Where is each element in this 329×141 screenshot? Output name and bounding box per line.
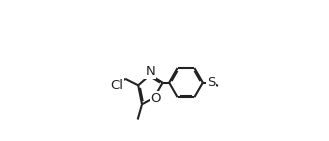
Text: S: S — [207, 76, 215, 89]
Text: Cl: Cl — [110, 79, 123, 92]
Text: N: N — [145, 65, 155, 78]
Text: O: O — [151, 92, 161, 105]
